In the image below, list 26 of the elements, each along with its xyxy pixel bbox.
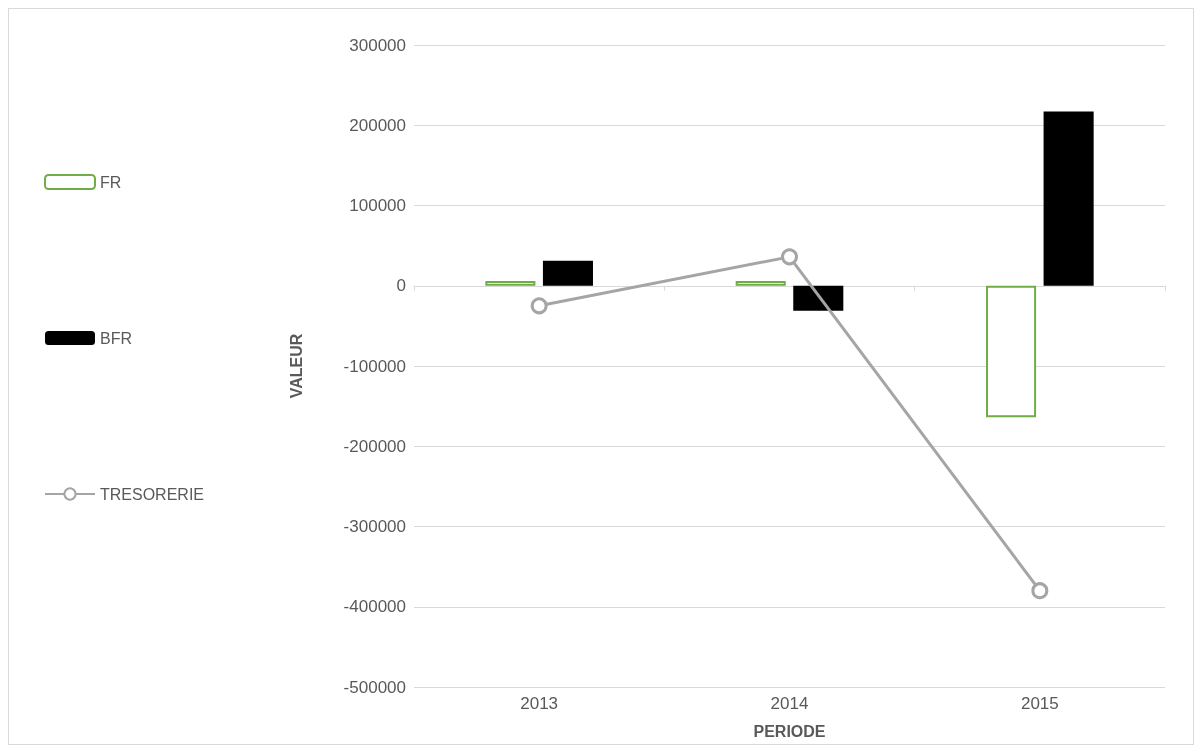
x-axis-title: PERIODE [753,722,826,740]
y-axis-title: VALEUR [287,333,305,399]
x-tick-label: 2015 [1020,694,1059,713]
legend-label: TRESORERIE [100,485,205,503]
y-tick-label: -500000 [343,677,406,697]
y-tick-label: -200000 [343,436,406,456]
legend-label: FR [100,173,122,191]
y-tick-label: -400000 [343,597,406,617]
bar [986,285,1037,418]
legend-label: BFR [100,329,132,347]
x-tick-label: 2014 [770,694,809,713]
y-tick-label: 200000 [349,115,406,135]
bar [485,280,536,286]
x-tick-label: 2013 [520,694,559,713]
point [781,248,798,266]
bar [793,285,844,311]
point [1031,582,1049,600]
point [530,297,548,315]
y-tick-label: -300000 [343,517,406,536]
bar [1043,111,1094,286]
y-tick-label: 0 [396,276,406,296]
bar [542,260,593,286]
y-tick-label: 100000 [349,196,406,215]
y-tick-label: -100000 [343,356,406,376]
y-tick-label: 300000 [349,35,406,55]
bar [735,280,786,286]
